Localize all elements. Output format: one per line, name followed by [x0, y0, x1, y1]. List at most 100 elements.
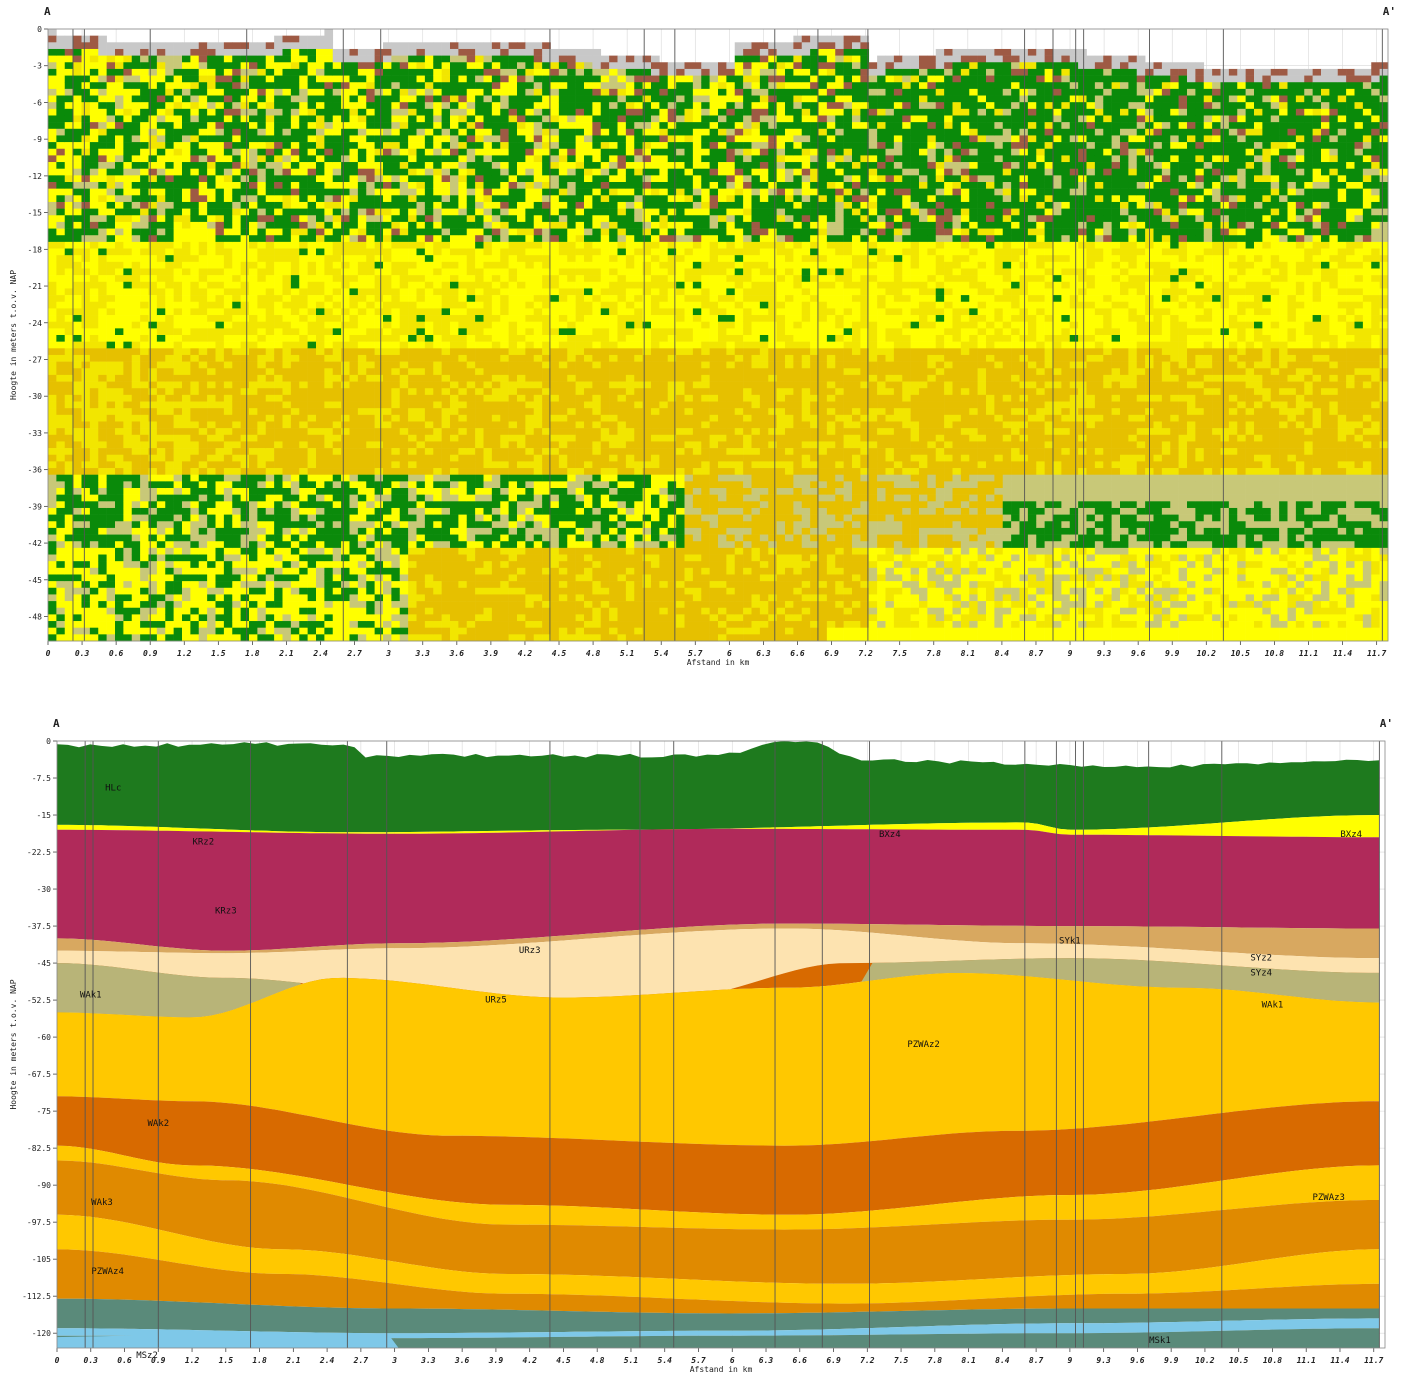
voxel-cell — [433, 507, 442, 515]
voxel-cell — [441, 634, 451, 642]
voxel-cell — [73, 574, 82, 582]
voxel-cell — [466, 514, 476, 522]
voxel-cell — [198, 454, 208, 462]
voxel-cell — [173, 295, 183, 303]
voxel-cell — [341, 182, 350, 189]
voxel-cell — [282, 175, 292, 183]
voxel-cell — [156, 168, 166, 176]
voxel-cell — [274, 468, 283, 475]
voxel-cell — [416, 95, 426, 103]
voxel-cell — [349, 301, 359, 309]
voxel-cell — [148, 135, 158, 143]
voxel-cell — [207, 68, 216, 76]
voxel-cell — [64, 201, 74, 209]
voxel-cell — [215, 368, 225, 376]
voxel-cell — [290, 607, 300, 615]
voxel-cell — [332, 567, 342, 575]
voxel-cell — [299, 128, 308, 136]
voxel-cell — [48, 527, 57, 535]
voxel-cell — [98, 421, 107, 429]
voxel-cell — [466, 388, 476, 396]
voxel-cell — [173, 601, 183, 609]
voxel-cell — [265, 108, 275, 116]
voxel-cell — [240, 428, 250, 436]
voxel-cell — [257, 321, 267, 329]
voxel-cell — [249, 561, 258, 569]
voxel-cell — [140, 328, 149, 336]
voxel-cell — [483, 328, 493, 336]
voxel-cell — [299, 328, 308, 336]
voxel-cell — [131, 261, 141, 269]
voxel-cell — [64, 361, 74, 369]
voxel-cell — [89, 288, 99, 296]
voxel-cell — [383, 388, 392, 396]
voxel-cell — [148, 128, 158, 136]
voxel-cell — [56, 527, 66, 535]
voxel-cell — [215, 587, 225, 595]
voxel-cell — [391, 261, 401, 269]
voxel-cell — [81, 514, 91, 522]
voxel-cell — [399, 42, 409, 50]
voxel-cell — [148, 381, 158, 389]
voxel-cell — [433, 574, 442, 582]
voxel-cell — [173, 454, 183, 462]
voxel-cell — [89, 261, 99, 269]
voxel-cell — [332, 188, 342, 196]
voxel-cell — [240, 574, 250, 582]
voxel-cell — [56, 614, 66, 622]
voxel-cell — [198, 587, 208, 595]
voxel-cell — [458, 527, 468, 535]
voxel-cell — [240, 135, 250, 143]
voxel-cell — [399, 221, 409, 229]
voxel-cell — [156, 627, 166, 635]
voxel-cell — [123, 481, 133, 489]
voxel-cell — [458, 295, 468, 303]
voxel-cell — [290, 448, 300, 456]
voxel-cell — [156, 414, 166, 422]
voxel-cell — [475, 255, 484, 263]
voxel-cell — [98, 601, 107, 609]
voxel-cell — [56, 361, 66, 369]
voxel-cell — [182, 454, 191, 462]
voxel-cell — [332, 255, 342, 263]
voxel-cell — [207, 215, 216, 223]
voxel-cell — [458, 255, 468, 263]
voxel-cell — [441, 414, 451, 422]
voxel-cell — [190, 175, 200, 183]
voxel-cell — [131, 335, 141, 342]
voxel-cell — [207, 448, 216, 456]
voxel-cell — [399, 248, 409, 256]
voxel-cell — [466, 168, 476, 176]
voxel-cell — [265, 514, 275, 522]
voxel-cell — [64, 335, 74, 342]
voxel-cell — [165, 361, 174, 369]
voxel-cell — [156, 501, 166, 509]
voxel-cell — [123, 235, 133, 243]
voxel-cell — [399, 574, 409, 582]
voxel-cell — [115, 501, 124, 509]
voxel-cell — [165, 481, 174, 489]
voxel-cell — [182, 175, 191, 183]
voxel-cell — [148, 215, 158, 223]
voxel-cell — [123, 95, 133, 103]
voxel-cell — [173, 182, 183, 189]
voxel-cell — [441, 627, 451, 635]
voxel-cell — [73, 122, 82, 130]
voxel-cell — [98, 434, 107, 442]
voxel-cell — [383, 527, 392, 535]
voxel-cell — [307, 468, 317, 475]
voxel-cell — [391, 201, 401, 209]
voxel-cell — [64, 95, 74, 103]
voxel-cell — [240, 162, 250, 169]
voxel-cell — [240, 255, 250, 263]
voxel-cell — [475, 581, 484, 589]
x-tick-label: 8.4 — [995, 649, 1010, 658]
voxel-cell — [483, 75, 493, 83]
voxel-cell — [240, 501, 250, 509]
voxel-cell — [307, 614, 317, 622]
voxel-cell — [48, 48, 57, 56]
voxel-cell — [173, 468, 183, 475]
voxel-cell — [223, 547, 233, 555]
voxel-cell — [349, 122, 359, 130]
voxel-cell — [349, 308, 359, 316]
